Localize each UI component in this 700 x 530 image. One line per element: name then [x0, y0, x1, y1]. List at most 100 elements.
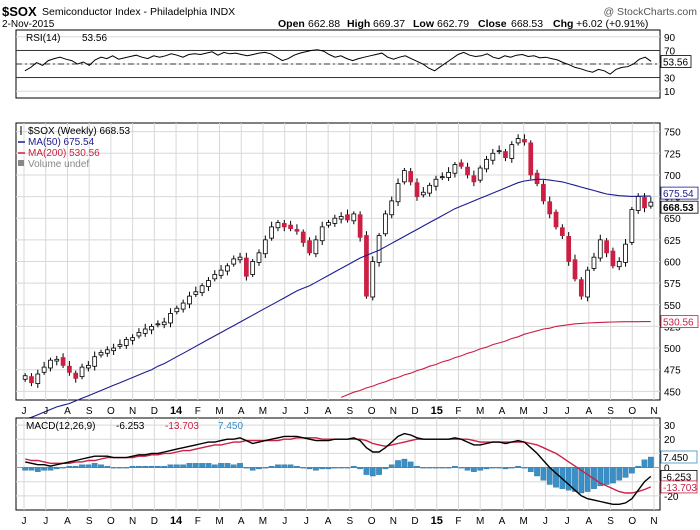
macd-histogram-bar: [376, 467, 382, 475]
candle-body: [345, 214, 350, 221]
candle-body: [427, 184, 432, 194]
price-x-tick-label: A: [325, 406, 332, 417]
macd-histogram-bar: [167, 464, 174, 468]
candle-body: [60, 357, 66, 366]
open-label: Open: [278, 18, 305, 30]
candle-body: [433, 178, 439, 187]
macd-panel: 3020100-10-207.450-6.253-13.703 JJASOND1…: [15, 417, 698, 527]
price-x-tick-label: M: [215, 406, 223, 417]
low-label: Low: [413, 18, 435, 30]
low-value: 662.79: [437, 18, 469, 30]
macd-histogram-bar: [161, 465, 168, 468]
macd-legend: MACD(12,26,9) -6.253 -13.703 7.450: [26, 421, 243, 432]
macd-histogram-bar: [243, 467, 250, 469]
high-label: High: [347, 18, 370, 30]
price-y-tick-label: 625: [664, 236, 681, 247]
price-x-tick-label: A: [499, 406, 506, 417]
candle-body: [566, 235, 572, 262]
index-name-label: Semiconductor Index - Philadelphia INDX: [42, 6, 235, 18]
macd-histogram-bar: [53, 467, 60, 470]
price-x-tick-label: J: [304, 406, 309, 417]
macd-histogram-bar: [420, 467, 427, 469]
macd-histogram-bar: [439, 467, 446, 469]
macd-histogram-bar: [281, 464, 288, 468]
candle-body: [541, 184, 546, 202]
rsi-y-tick-label: 10: [664, 87, 676, 98]
macd-current-label: 7.450: [663, 453, 688, 464]
candle-body: [86, 364, 91, 369]
chg-label: Chg: [553, 18, 573, 30]
price-last-value-label: 668.53: [663, 203, 694, 214]
macd-histogram-bar: [300, 467, 307, 469]
macd-histogram-bar: [268, 465, 275, 468]
price-y-tick-label: 450: [664, 387, 681, 398]
candle-body: [395, 183, 401, 203]
macd-histogram-bar: [123, 467, 130, 469]
ma50-line: [25, 178, 651, 420]
macd-histogram-bar: [174, 464, 180, 468]
macd-x-tick-label: A: [238, 516, 245, 527]
candle-body: [136, 332, 142, 337]
price-y-tick-label: 500: [664, 344, 681, 355]
macd-histogram-bar: [205, 463, 212, 468]
macd-y-tick-label: -20: [664, 492, 679, 503]
macd-x-tick-label: S: [347, 516, 354, 527]
price-x-tick-label: M: [476, 406, 484, 417]
macd-histogram-bar: [527, 467, 534, 472]
macd-histogram-bar: [85, 464, 92, 468]
macd-legend-macd: -6.253: [116, 421, 145, 432]
candle-body: [199, 285, 205, 294]
candle-body: [578, 279, 584, 297]
macd-histogram-bar: [401, 458, 408, 468]
candle-body: [98, 351, 104, 356]
candle-body: [484, 158, 489, 170]
macd-y-tick-label: 20: [664, 435, 676, 446]
candle-body: [452, 164, 458, 174]
macd-x-tick-label: S: [607, 516, 614, 527]
price-y-tick-label: 575: [664, 279, 681, 290]
macd-panel-frame: [15, 417, 661, 511]
candle-body: [187, 295, 192, 305]
candle-body: [560, 227, 565, 236]
macd-histogram-bar: [79, 464, 85, 468]
macd-histogram-bar: [22, 467, 28, 471]
candle-body: [48, 359, 53, 369]
macd-x-tick-label: S: [86, 516, 93, 527]
macd-histogram-bar: [610, 467, 616, 484]
rsi-panel: 907050301053.56 RSI(14) 53.56: [15, 29, 692, 99]
macd-y-tick-label: 30: [664, 421, 676, 432]
candle-body: [446, 171, 451, 178]
macd-histogram-bar: [350, 465, 357, 468]
candle-body: [471, 175, 477, 183]
open-value: 662.88: [308, 18, 340, 30]
macd-histogram-bar: [155, 465, 161, 468]
macd-histogram-bar: [41, 467, 47, 471]
macd-x-tick-label: J: [543, 516, 548, 527]
candle-body: [338, 216, 344, 220]
macd-histogram-bar: [142, 465, 149, 468]
candle-body: [351, 213, 357, 222]
candle-body: [281, 223, 287, 228]
macd-histogram-bar: [275, 464, 281, 468]
candle-body: [79, 366, 85, 378]
macd-histogram-bar: [648, 456, 654, 468]
candle-body: [515, 138, 521, 144]
candle-body: [623, 243, 628, 263]
candle-body: [54, 358, 60, 362]
macd-histogram-bar: [382, 467, 389, 470]
macd-x-tick-label: J: [22, 516, 27, 527]
macd-histogram-bar: [629, 467, 635, 474]
macd-histogram-bar: [136, 465, 142, 468]
candle-body: [275, 222, 281, 229]
legend-price-label: $SOX (Weekly) 668.53: [28, 126, 131, 137]
price-y-tick-label: 600: [664, 258, 681, 269]
candle-body: [35, 373, 41, 384]
macd-current-tag: [660, 480, 698, 494]
watermark-label: @ StockCharts.com: [603, 6, 697, 18]
candle-body: [534, 172, 540, 184]
candle-body: [553, 211, 559, 228]
candle-body: [250, 261, 256, 275]
macd-histogram-bar: [129, 465, 136, 468]
price-x-tick-label: J: [22, 406, 27, 417]
macd-histogram-bar: [98, 464, 104, 468]
